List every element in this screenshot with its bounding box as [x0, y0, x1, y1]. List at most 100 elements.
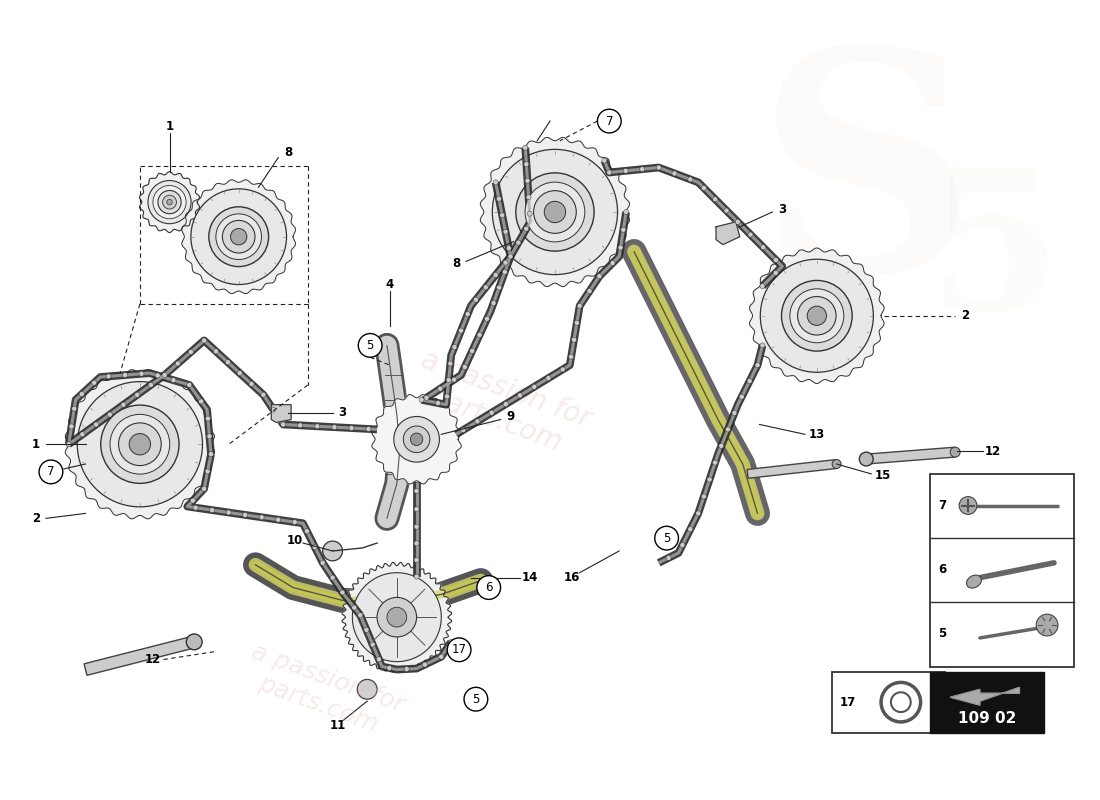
Circle shape — [618, 245, 623, 250]
Circle shape — [748, 232, 754, 237]
Circle shape — [735, 219, 740, 225]
Circle shape — [280, 422, 286, 427]
Circle shape — [192, 505, 198, 510]
Circle shape — [305, 529, 309, 534]
Circle shape — [249, 382, 254, 386]
Circle shape — [387, 607, 407, 627]
Circle shape — [358, 679, 377, 699]
Circle shape — [531, 384, 537, 390]
Text: 17: 17 — [452, 643, 466, 656]
Circle shape — [191, 189, 286, 285]
Circle shape — [119, 423, 162, 466]
Circle shape — [490, 410, 494, 415]
Circle shape — [493, 180, 498, 185]
Circle shape — [483, 285, 488, 290]
Circle shape — [448, 638, 471, 662]
Circle shape — [387, 666, 392, 670]
Circle shape — [516, 240, 521, 245]
Circle shape — [473, 297, 478, 302]
Text: 9: 9 — [506, 410, 515, 423]
Circle shape — [366, 426, 371, 431]
Circle shape — [713, 197, 717, 202]
Circle shape — [394, 417, 439, 462]
Circle shape — [414, 506, 419, 512]
Circle shape — [134, 392, 140, 398]
Circle shape — [186, 634, 202, 650]
Text: 1: 1 — [32, 438, 41, 450]
Circle shape — [370, 642, 375, 647]
Circle shape — [312, 545, 317, 550]
Circle shape — [695, 511, 701, 516]
Polygon shape — [749, 248, 884, 383]
Circle shape — [213, 349, 219, 354]
Circle shape — [574, 320, 580, 326]
Polygon shape — [716, 222, 739, 245]
Circle shape — [414, 558, 419, 562]
Circle shape — [108, 412, 112, 417]
Circle shape — [525, 182, 585, 242]
Circle shape — [526, 194, 531, 200]
Circle shape — [77, 382, 202, 507]
Circle shape — [438, 386, 443, 391]
Text: 7: 7 — [47, 466, 55, 478]
Circle shape — [377, 598, 417, 637]
Circle shape — [702, 494, 706, 499]
Circle shape — [475, 419, 480, 424]
Circle shape — [175, 361, 180, 366]
Circle shape — [798, 297, 836, 335]
Circle shape — [702, 186, 706, 190]
Circle shape — [187, 382, 191, 387]
Circle shape — [436, 401, 440, 406]
Circle shape — [206, 416, 210, 421]
Circle shape — [657, 165, 661, 170]
Circle shape — [91, 380, 97, 386]
Text: 5: 5 — [366, 339, 374, 352]
Circle shape — [271, 407, 276, 412]
Circle shape — [707, 477, 712, 482]
Circle shape — [448, 361, 453, 366]
Circle shape — [484, 316, 490, 322]
Circle shape — [359, 334, 382, 358]
Circle shape — [352, 605, 356, 610]
Circle shape — [859, 452, 873, 466]
Circle shape — [790, 289, 844, 342]
Circle shape — [330, 575, 336, 580]
Circle shape — [322, 541, 342, 561]
Text: 12: 12 — [984, 445, 1001, 458]
Circle shape — [493, 273, 498, 278]
Circle shape — [163, 195, 176, 209]
Circle shape — [94, 422, 99, 427]
Circle shape — [465, 311, 470, 317]
Circle shape — [110, 414, 169, 474]
Circle shape — [139, 371, 144, 376]
Text: 5: 5 — [927, 162, 1063, 351]
Circle shape — [597, 274, 602, 278]
Circle shape — [755, 362, 760, 368]
Circle shape — [439, 654, 443, 659]
Circle shape — [452, 345, 456, 350]
Circle shape — [260, 514, 264, 520]
Circle shape — [832, 459, 842, 469]
Circle shape — [188, 636, 200, 648]
Circle shape — [496, 196, 502, 202]
Circle shape — [414, 574, 419, 579]
Circle shape — [414, 488, 419, 494]
Circle shape — [340, 590, 345, 595]
Bar — [931, 671, 1044, 733]
Text: 2: 2 — [32, 512, 41, 525]
Circle shape — [227, 510, 231, 515]
Circle shape — [522, 146, 528, 150]
Circle shape — [546, 376, 551, 381]
Circle shape — [773, 258, 779, 262]
Circle shape — [640, 166, 645, 172]
Circle shape — [404, 426, 430, 453]
Circle shape — [572, 338, 576, 342]
Circle shape — [162, 373, 167, 378]
Polygon shape — [272, 405, 292, 422]
Circle shape — [569, 354, 574, 359]
Circle shape — [739, 394, 745, 399]
Text: 7: 7 — [938, 499, 946, 512]
Circle shape — [293, 519, 297, 525]
Circle shape — [517, 393, 522, 398]
Circle shape — [106, 374, 111, 379]
